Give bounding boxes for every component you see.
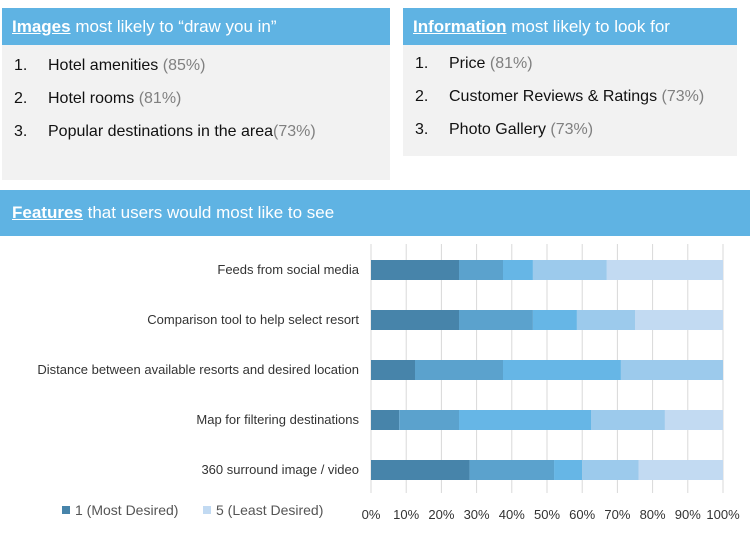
information-title-highlight: Information — [413, 17, 507, 36]
bar-segment — [582, 460, 639, 480]
bar-segment — [371, 260, 459, 280]
bar-segment — [638, 460, 723, 480]
item-label: Popular destinations in the area — [48, 123, 274, 140]
category-label: Map for filtering destinations — [196, 412, 359, 427]
x-tick-label: 30% — [464, 507, 490, 522]
item-label: Customer Reviews & Ratings — [449, 88, 658, 105]
x-tick-label: 40% — [499, 507, 525, 522]
legend-label: 1 (Most Desired) — [75, 502, 178, 518]
x-tick-label: 20% — [428, 507, 454, 522]
images-title-highlight: Images — [12, 17, 71, 36]
item-number: 1. — [14, 57, 28, 74]
bar-segment — [635, 310, 723, 330]
information-panel: Information most likely to look for 1. P… — [403, 8, 737, 156]
features-title-rest: that users would most like to see — [82, 203, 335, 222]
images-title-rest: most likely to “draw you in” — [70, 17, 277, 36]
item-label: Price — [449, 55, 486, 72]
item-percent: (73%) — [550, 121, 594, 138]
chart-category-labels: Feeds from social media Comparison tool t… — [37, 262, 359, 477]
item-label: Photo Gallery — [449, 121, 546, 138]
bar-segment — [459, 310, 533, 330]
information-title-rest: most likely to look for — [506, 17, 670, 36]
item-number: 3. — [415, 121, 429, 138]
item-percent: (85%) — [162, 57, 206, 74]
bar-segment — [532, 260, 607, 280]
x-tick-label: 80% — [640, 507, 666, 522]
x-tick-label: 70% — [604, 507, 630, 522]
bar-segment — [459, 260, 503, 280]
item-percent: (73%) — [273, 123, 316, 140]
item-number: 2. — [415, 88, 429, 105]
bar-segment — [371, 360, 415, 380]
features-title-highlight: Features — [12, 203, 83, 222]
legend-swatch — [203, 506, 211, 514]
features-chart: Feeds from social media Comparison tool t… — [37, 244, 740, 522]
chart-legend: 1 (Most Desired) 5 (Least Desired) — [62, 502, 323, 518]
bar-segment — [469, 460, 555, 480]
x-tick-label: 90% — [675, 507, 701, 522]
bar-segment — [620, 360, 723, 380]
x-tick-label: 50% — [534, 507, 560, 522]
item-number: 2. — [14, 90, 28, 107]
item-percent: (81%) — [489, 55, 533, 72]
bar-segment — [459, 410, 591, 430]
bar-segment — [532, 310, 577, 330]
bar-segment — [664, 410, 723, 430]
item-label: Hotel amenities — [48, 57, 159, 74]
bar-segment — [371, 460, 470, 480]
information-panel-header: Information most likely to look for — [403, 8, 737, 45]
chart-bars — [371, 260, 723, 480]
bar-segment — [554, 460, 583, 480]
images-panel-header: Images most likely to “draw you in” — [2, 8, 390, 45]
bar-segment — [399, 410, 459, 430]
bar-segment — [576, 310, 635, 330]
category-label: Distance between available resorts and d… — [37, 362, 359, 377]
features-panel-header: Features that users would most like to s… — [0, 190, 750, 236]
item-label: Hotel rooms — [48, 90, 135, 107]
bar-segment — [591, 410, 665, 430]
x-tick-label: 0% — [362, 507, 381, 522]
item-percent: (81%) — [138, 90, 182, 107]
category-label: Feeds from social media — [217, 262, 359, 277]
bar-segment — [415, 360, 503, 380]
bar-segment — [371, 310, 459, 330]
legend-label: 5 (Least Desired) — [216, 502, 323, 518]
bar-segment — [503, 360, 621, 380]
x-tick-label: 10% — [393, 507, 419, 522]
bar-segment — [371, 410, 400, 430]
legend-swatch — [62, 506, 70, 514]
category-label: Comparison tool to help select resort — [147, 312, 359, 327]
item-percent: (73%) — [661, 88, 705, 105]
x-tick-label: 100% — [706, 507, 740, 522]
chart-x-ticks: 0% 10% 20% 30% 40% 50% 60% 70% 80% 90% 100% — [362, 507, 740, 522]
category-label: 360 surround image / video — [201, 462, 359, 477]
images-panel: Images most likely to “draw you in” 1. H… — [2, 8, 390, 180]
item-number: 3. — [14, 123, 28, 140]
x-tick-label: 60% — [569, 507, 595, 522]
item-number: 1. — [415, 55, 429, 72]
bar-segment — [606, 260, 723, 280]
bar-segment — [503, 260, 533, 280]
